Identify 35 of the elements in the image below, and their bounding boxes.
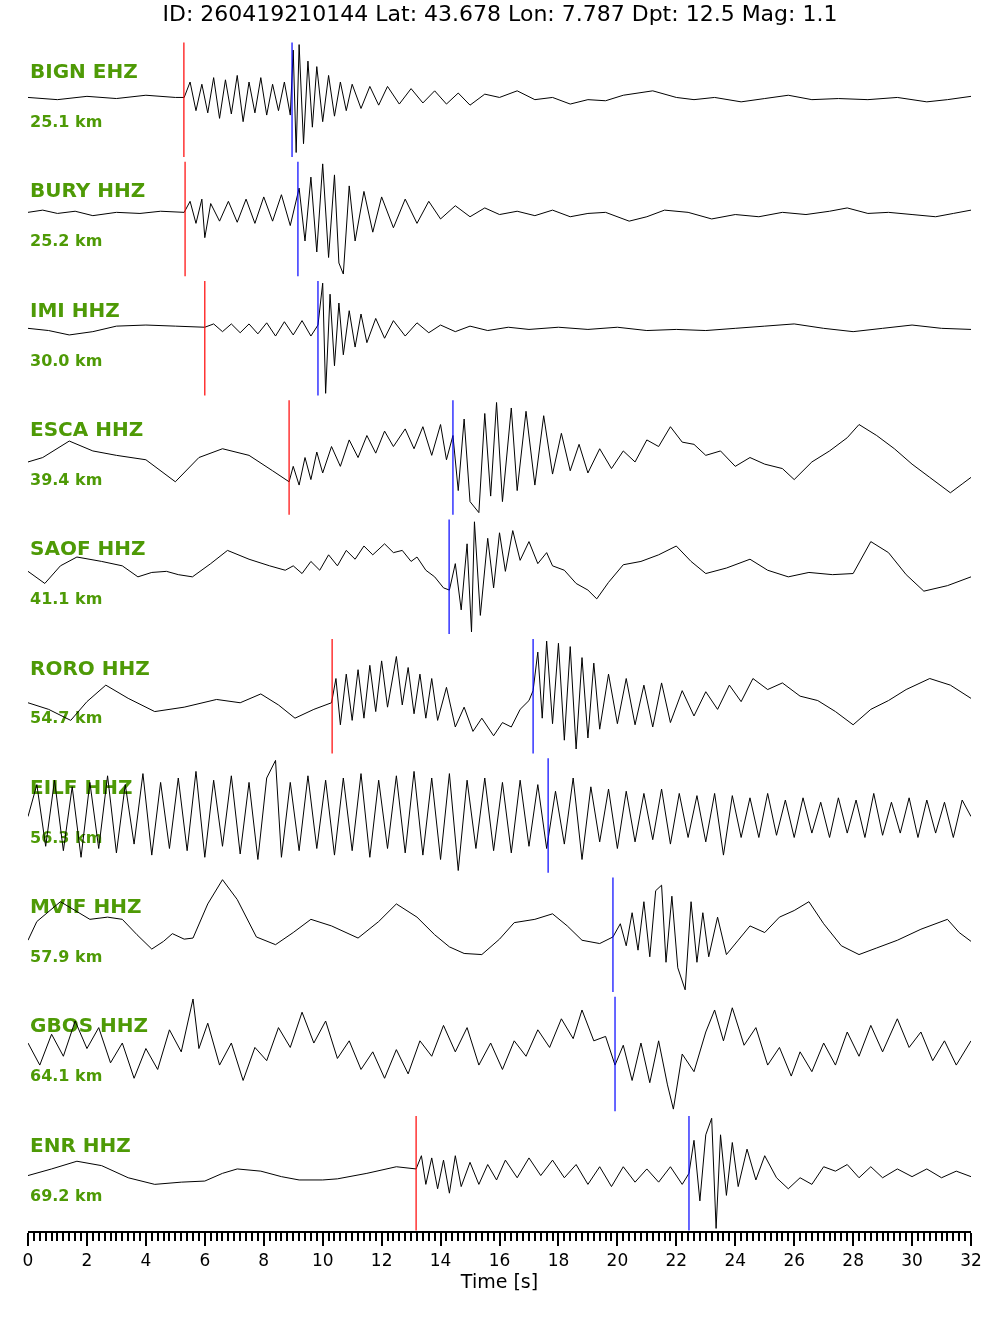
annotation: 69.2 km xyxy=(30,1186,103,1205)
x-tick-label: 0 xyxy=(22,1250,34,1271)
annotation: 39.4 km xyxy=(30,470,103,489)
annotation: 57.9 km xyxy=(30,947,103,966)
x-tick-label: 6 xyxy=(199,1250,211,1271)
x-tick-label: 14 xyxy=(429,1250,452,1271)
x-tick-label: 32 xyxy=(960,1250,982,1271)
x-tick-label: 24 xyxy=(724,1250,747,1271)
annotation: 25.2 km xyxy=(30,231,103,250)
x-tick-label: 26 xyxy=(783,1250,806,1271)
annotation: BIGN EHZ xyxy=(30,59,138,83)
annotation: SAOF HHZ xyxy=(30,536,146,560)
chart-title: ID: 260419210144 Lat: 43.678 Lon: 7.787 Dpt: 12.5 Mag: 1.1 xyxy=(162,0,838,26)
x-tick-label: 16 xyxy=(488,1250,511,1271)
x-tick-label: 30 xyxy=(901,1250,923,1271)
x-tick-label: 18 xyxy=(547,1250,570,1271)
x-tick-label: 4 xyxy=(140,1250,152,1271)
x-tick-label: 10 xyxy=(311,1250,334,1271)
x-tick-label: 8 xyxy=(258,1250,270,1271)
x-tick-label: 22 xyxy=(665,1250,688,1271)
x-tick-label: 2 xyxy=(81,1250,93,1271)
annotation: ESCA HHZ xyxy=(30,417,144,441)
annotation: IMI HHZ xyxy=(30,298,120,322)
annotation: 25.1 km xyxy=(30,112,103,131)
x-axis-title: Time [s] xyxy=(459,1270,539,1293)
x-tick-label: 12 xyxy=(370,1250,393,1271)
annotation: ENR HHZ xyxy=(30,1133,131,1157)
annotation: 54.7 km xyxy=(30,708,103,727)
annotation: BURY HHZ xyxy=(30,178,146,202)
x-tick-label: 28 xyxy=(842,1250,864,1271)
annotation: 64.1 km xyxy=(30,1066,103,1085)
x-tick-label: 20 xyxy=(606,1250,629,1271)
annotation: 30.0 km xyxy=(30,351,103,370)
annotation: RORO HHZ xyxy=(30,656,150,680)
annotation: 41.1 km xyxy=(30,589,103,608)
